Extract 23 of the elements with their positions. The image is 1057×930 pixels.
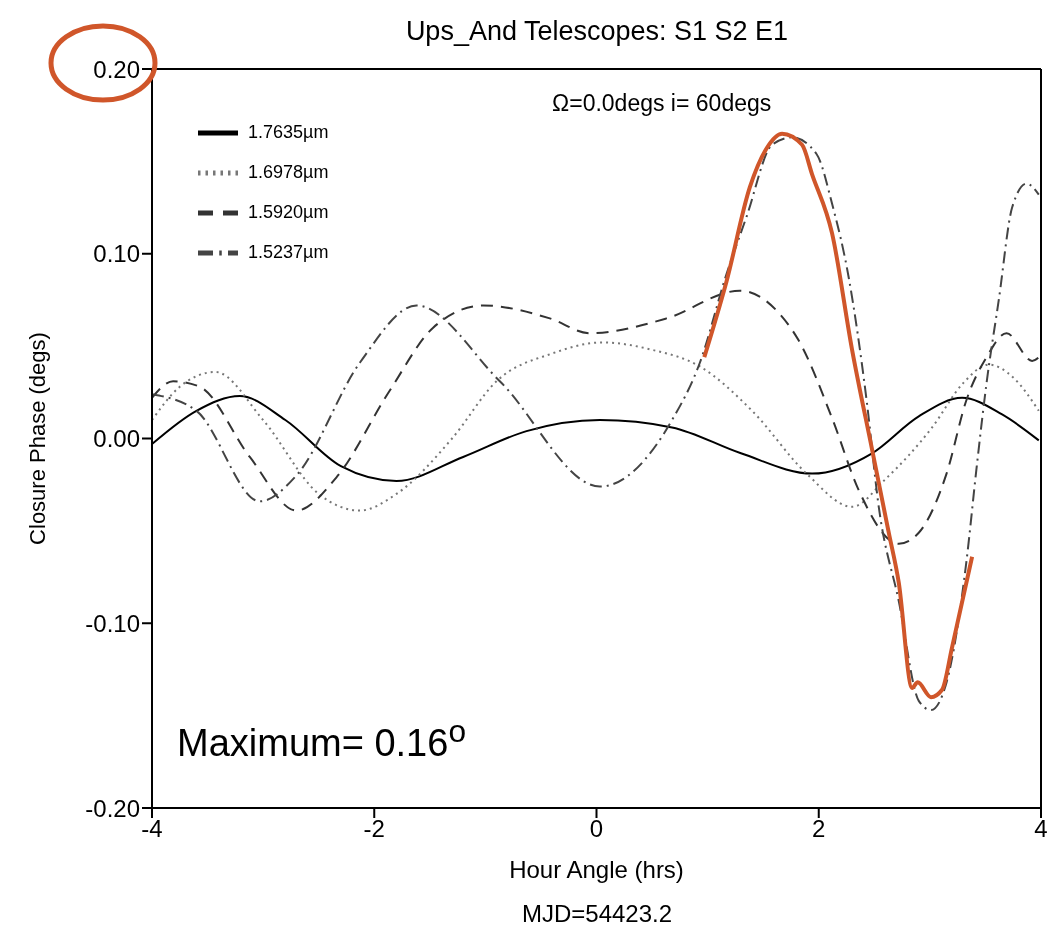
line-series bbox=[152, 341, 1040, 512]
line-series bbox=[152, 289, 1041, 545]
legend-label: 1.5920µm bbox=[248, 201, 329, 222]
annotation: Ω=0.0degs i= 60degs bbox=[552, 90, 772, 117]
legend-label: 1.6978µm bbox=[248, 161, 329, 182]
x-tick-label: 4 bbox=[1034, 815, 1048, 843]
chart-title: Ups_And Telescopes: S1 S2 E1 bbox=[404, 16, 790, 47]
x-tick-label: 0 bbox=[589, 815, 604, 843]
y-axis-title: Closure Phase (degs) bbox=[24, 332, 50, 545]
x-tick-label: -4 bbox=[141, 815, 163, 843]
line-series bbox=[702, 131, 975, 700]
y-tick-label: 0.00 bbox=[93, 425, 140, 453]
x-tick-label: 2 bbox=[812, 815, 826, 843]
x-tick-label: -2 bbox=[363, 815, 385, 843]
y-tick-label: -0.20 bbox=[85, 794, 140, 822]
legend-label: 1.7635µm bbox=[248, 121, 329, 142]
annotation: Maximum= 0.16$^{o}$ bbox=[177, 713, 466, 765]
y-tick-label: 0.20 bbox=[93, 55, 140, 83]
text: MJD=54423.2 bbox=[520, 900, 674, 928]
x-axis-title: Hour Angle (hrs) bbox=[509, 856, 684, 883]
y-tick-label: 0.10 bbox=[93, 240, 140, 268]
y-tick-label: -0.10 bbox=[85, 609, 140, 637]
legend-label: 1.5237µm bbox=[248, 241, 329, 262]
